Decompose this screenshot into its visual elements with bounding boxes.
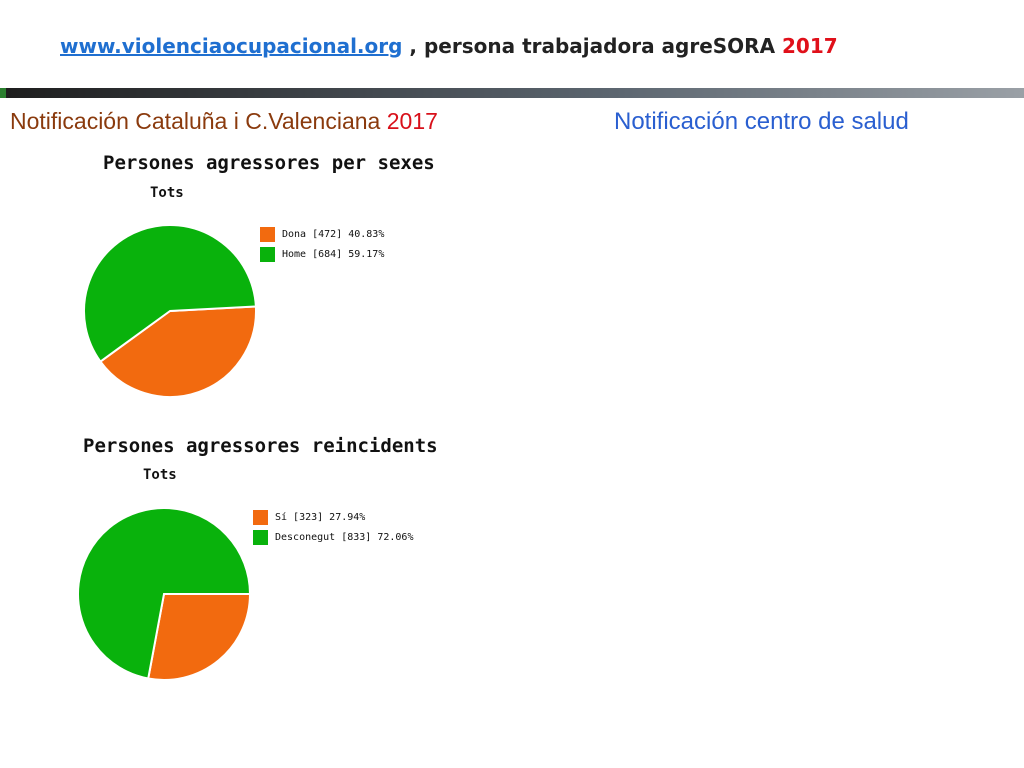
chart2-legend-item-si: Sí [323] 27.94% xyxy=(253,507,413,527)
legend-label: Dona [472] 40.83% xyxy=(282,228,385,240)
chart1-legend-item-dona: Dona [472] 40.83% xyxy=(260,224,384,244)
chart2-legend: Sí [323] 27.94% Desconegut [833] 72.06% xyxy=(253,507,413,547)
chart2-legend-item-desconegut: Desconegut [833] 72.06% xyxy=(253,527,413,547)
header-year: 2017 xyxy=(782,34,838,58)
chart1-legend-item-home: Home [684] 59.17% xyxy=(260,244,384,264)
header-divider xyxy=(0,88,1024,98)
legend-swatch xyxy=(253,529,268,545)
chart2-subtitle: Tots xyxy=(143,467,177,483)
pie-slice-desconegut xyxy=(77,507,252,680)
left-section-title: Notificación Cataluña i C.Valenciana 201… xyxy=(10,108,438,135)
legend-swatch xyxy=(260,246,275,262)
chart2-pie xyxy=(77,507,252,681)
legend-label: Desconegut [833] 72.06% xyxy=(275,531,414,543)
header-text: , persona trabajadora agreSORA xyxy=(402,34,783,58)
chart1-title: Persones agressores per sexes xyxy=(103,152,435,174)
left-title-text: Notificación Cataluña i C.Valenciana xyxy=(10,108,387,134)
legend-swatch xyxy=(253,509,268,525)
chart1-subtitle: Tots xyxy=(150,185,184,201)
right-section-title: Notificación centro de salud xyxy=(614,108,909,135)
pie-slice-home xyxy=(83,224,257,363)
chart1-legend: Dona [472] 40.83% Home [684] 59.17% xyxy=(260,224,384,264)
slide-header: www.violenciaocupacional.org , persona t… xyxy=(60,34,838,58)
legend-swatch xyxy=(260,226,275,242)
pie-slice-dona xyxy=(99,305,257,398)
chart2-title: Persones agressores reincidents xyxy=(83,435,438,457)
legend-label: Sí [323] 27.94% xyxy=(275,511,366,523)
left-title-year: 2017 xyxy=(386,108,438,134)
chart1-pie xyxy=(83,224,257,398)
pie-slice-s- xyxy=(147,593,252,681)
legend-label: Home [684] 59.17% xyxy=(282,248,385,260)
website-link[interactable]: www.violenciaocupacional.org xyxy=(60,34,403,58)
